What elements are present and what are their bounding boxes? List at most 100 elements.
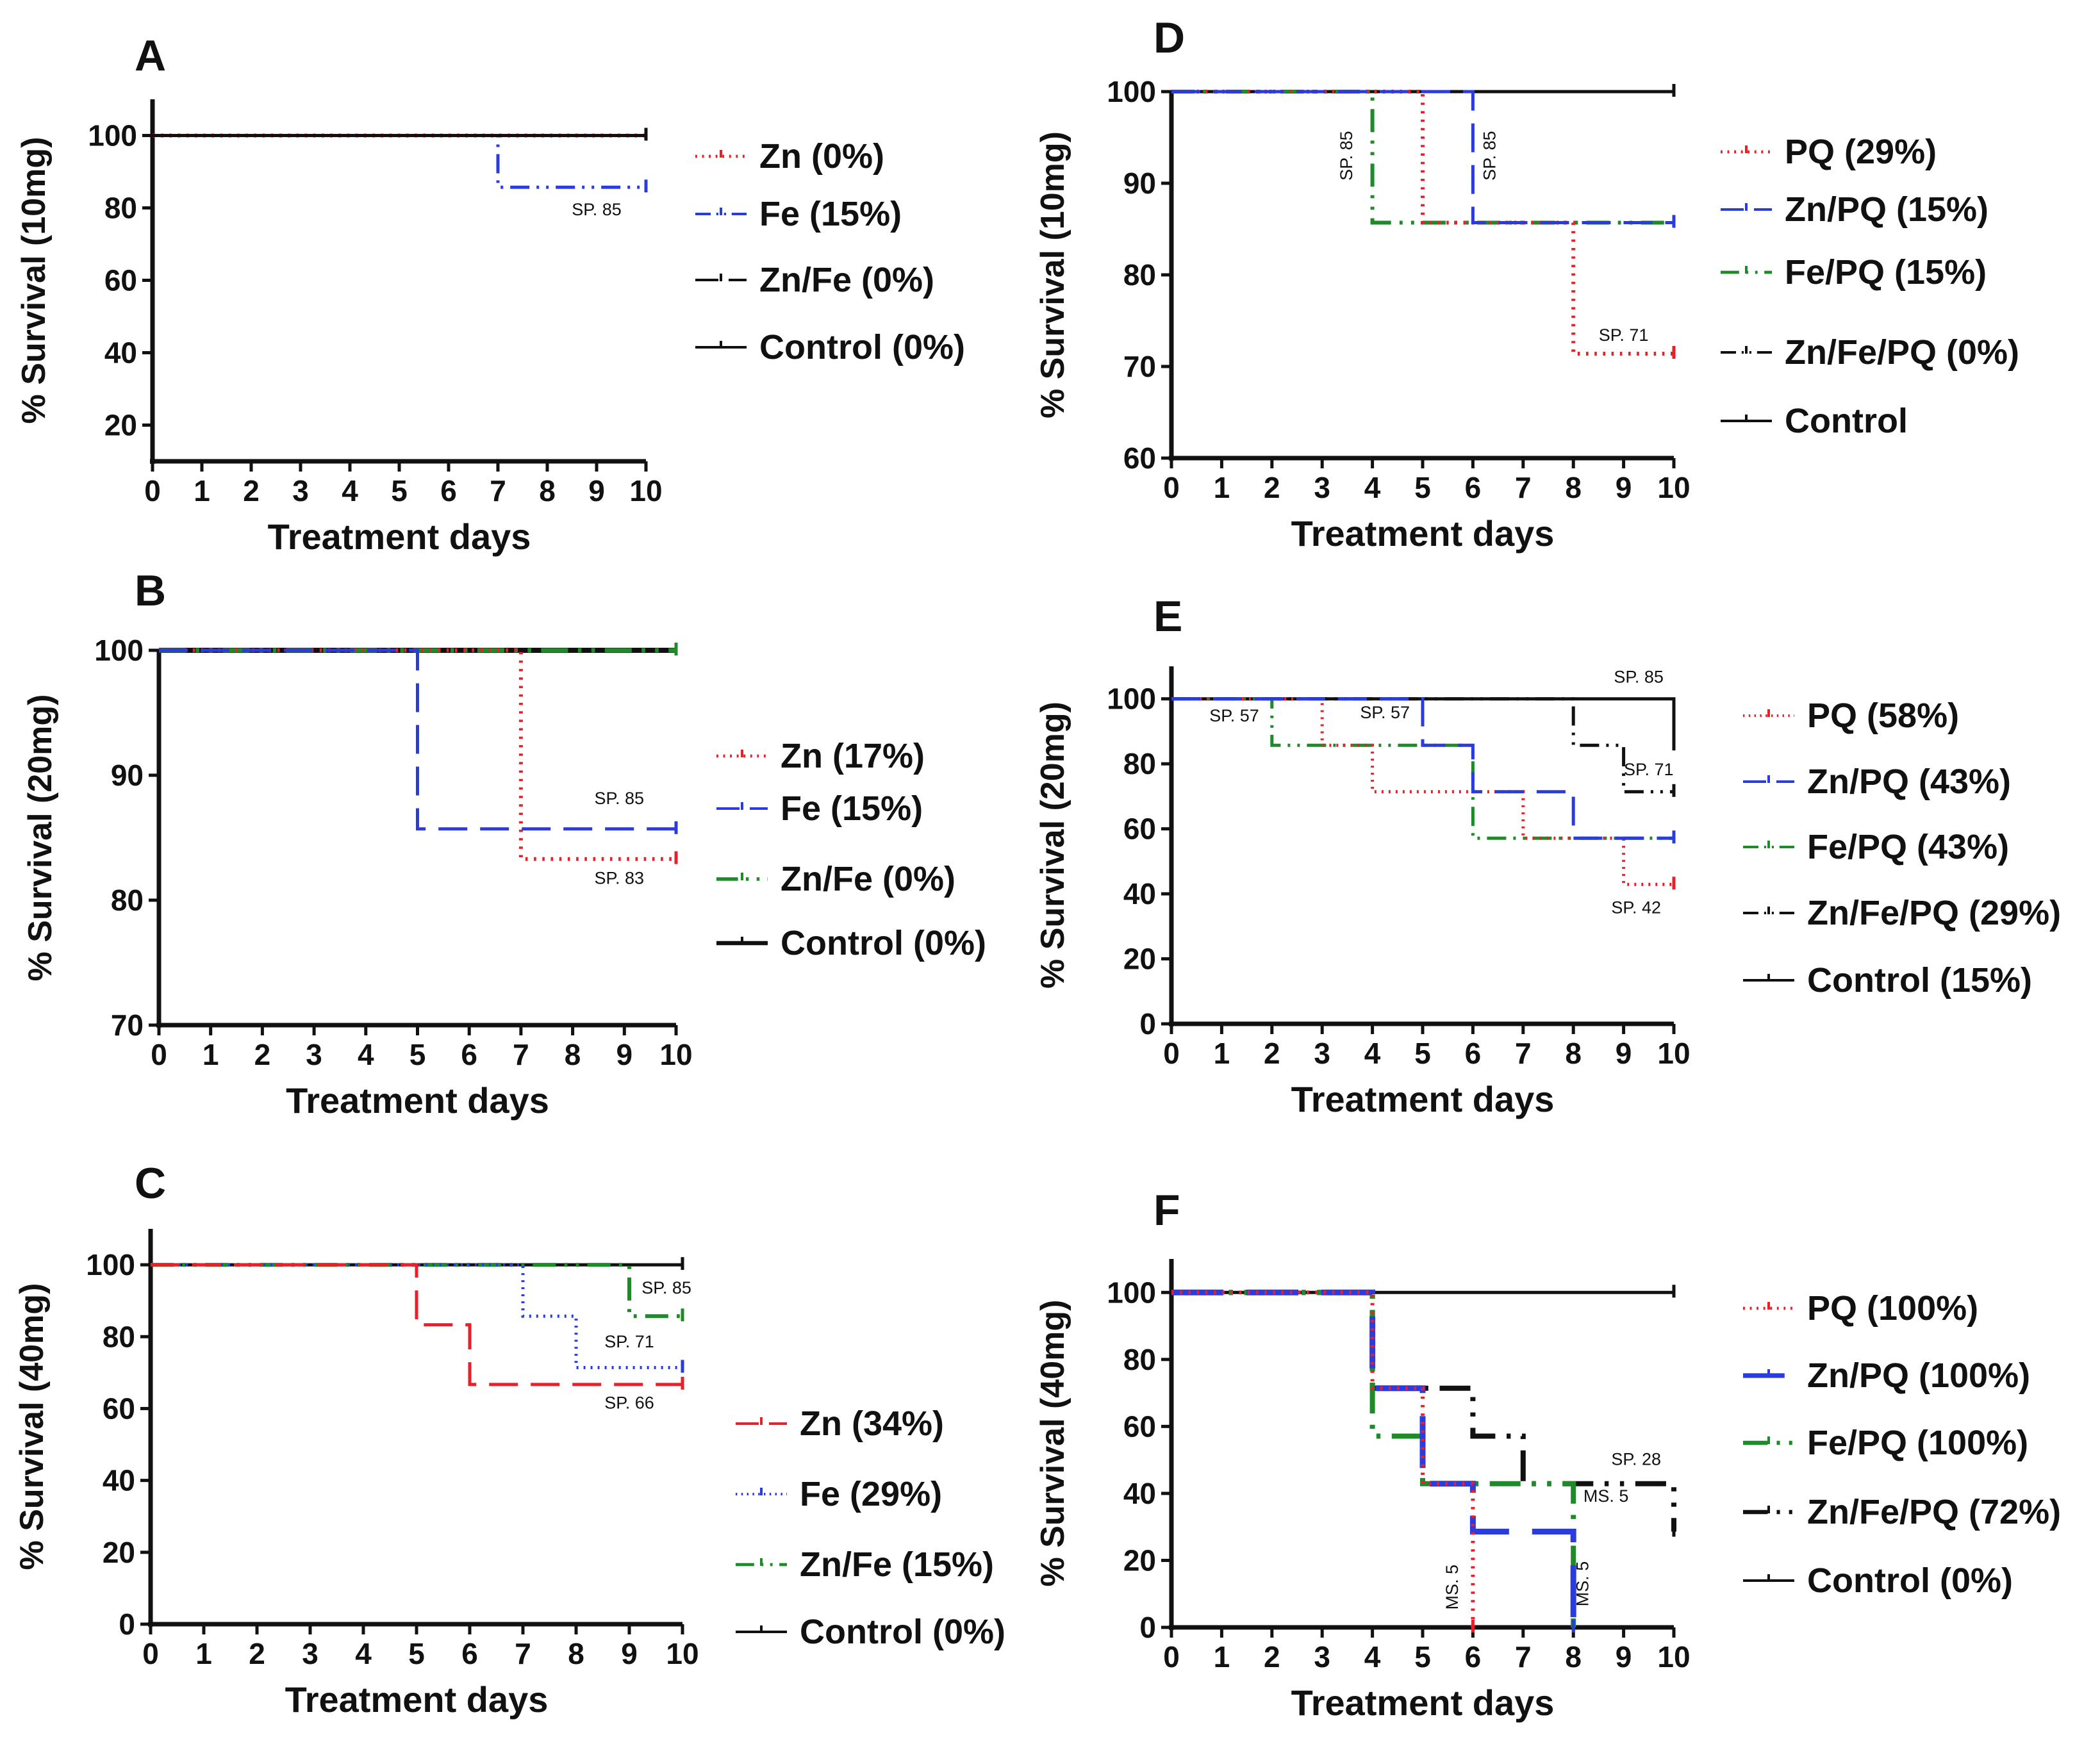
legend-entry: Zn/Fe (0%) (781, 860, 955, 898)
y-tick-label: 40 (1123, 877, 1156, 910)
x-axis-label: Treatment days (1291, 1682, 1555, 1723)
x-tick-label: 0 (144, 474, 161, 507)
series-line (159, 648, 676, 831)
legend-entry: Zn/PQ (43%) (1807, 762, 2011, 801)
y-tick-label: 70 (111, 1008, 144, 1042)
x-tick-label: 7 (1515, 1037, 1532, 1070)
x-tick-label: 7 (513, 1038, 529, 1071)
series-line (1171, 697, 1674, 840)
y-tick-label: 80 (104, 192, 137, 225)
legend-entry: Fe/PQ (100%) (1807, 1424, 2028, 1462)
panel-label-f: F (1153, 1186, 1180, 1235)
panel-b: B 0 1 2 3 4 5 6 7 8 9 10 70 80 90 100 Treatment days % S… (22, 566, 986, 1121)
x-tick-label: 0 (1163, 1037, 1180, 1070)
y-tick-label: 60 (104, 264, 137, 297)
x-tick-label: 3 (302, 1637, 318, 1670)
x-tick-label: 9 (588, 474, 605, 507)
x-tick-label: 8 (568, 1637, 584, 1670)
y-tick-label: 40 (1123, 1477, 1156, 1510)
y-tick-label: 0 (1139, 1611, 1156, 1644)
y-tick-label: 100 (94, 634, 144, 667)
panel-d: D 0 1 2 3 4 5 6 7 8 9 10 60 70 80 90 100 Treatment days%… (1034, 13, 2019, 554)
series-line (1171, 1289, 1576, 1627)
x-tick-label: 5 (1414, 1640, 1431, 1674)
annotation-label: SP. 85 (1480, 131, 1500, 181)
annotation-label: SP. 85 (641, 1278, 691, 1297)
legend-entry: Fe (15%) (781, 789, 923, 828)
annotation-label: SP. 83 (594, 869, 644, 888)
legend-entry: Zn/Fe (0%) (759, 261, 934, 299)
x-tick-label: 8 (565, 1038, 581, 1071)
x-tick-label: 2 (1264, 1037, 1280, 1070)
annotation-label: SP. 57 (1360, 703, 1410, 722)
x-tick-label: 8 (1565, 1037, 1582, 1070)
y-tick-label: 80 (111, 884, 144, 917)
x-tick-label: 1 (1214, 1640, 1230, 1674)
x-tick-label: 9 (1616, 1640, 1632, 1674)
legend-entry: Zn/Fe/PQ (0%) (1785, 333, 2019, 372)
x-tick-label: 6 (1465, 1037, 1482, 1070)
legend-entry: Zn (17%) (781, 737, 925, 775)
x-tick-label: 8 (1565, 471, 1582, 504)
y-tick-label: 100 (1107, 1276, 1156, 1309)
y-axis-label: % Survival (20mg) (22, 695, 59, 982)
panel-label-a: A (135, 31, 166, 80)
annotation-label: MS. 5 (1583, 1486, 1629, 1506)
x-tick-label: 7 (1515, 1640, 1532, 1674)
y-tick-label: 80 (1123, 747, 1156, 780)
y-axis-label: % Survival (10mg) (1034, 131, 1071, 418)
x-tick-label: 7 (515, 1637, 531, 1670)
legend-entry: Fe/PQ (43%) (1807, 828, 2009, 866)
x-tick-label: 2 (1264, 1640, 1280, 1674)
y-tick-label: 40 (104, 336, 137, 370)
x-tick-label: 6 (440, 474, 457, 507)
y-tick-label: 20 (103, 1536, 135, 1569)
series-line (1171, 90, 1674, 224)
y-axis-label: % Survival (40mg) (13, 1283, 51, 1570)
y-tick-label: 100 (1107, 682, 1156, 716)
series-line (1171, 1290, 1475, 1627)
annotation-label: SP. 71 (604, 1332, 654, 1351)
legend-entry: Zn (0%) (759, 137, 884, 176)
legend-entry: Zn/PQ (100%) (1807, 1356, 2030, 1395)
x-tick-label: 4 (355, 1637, 372, 1670)
x-tick-label: 6 (1465, 471, 1482, 504)
x-tick-label: 5 (1414, 1037, 1431, 1070)
x-tick-label: 7 (490, 474, 506, 507)
panel-label-e: E (1153, 592, 1182, 641)
x-tick-label: 1 (1214, 1037, 1230, 1070)
x-tick-label: 9 (616, 1038, 633, 1071)
annotation-label: SP. 85 (1614, 667, 1664, 686)
x-tick-label: 3 (306, 1038, 322, 1071)
annotation-label: SP. 85 (594, 789, 644, 808)
y-tick-label: 80 (103, 1320, 135, 1353)
x-tick-label: 2 (249, 1637, 265, 1670)
series-line (151, 1263, 682, 1386)
x-axis-label: Treatment days (268, 516, 531, 557)
x-tick-label: 8 (1565, 1640, 1582, 1674)
legend-entry: Control (1785, 402, 1908, 440)
legend-entry: Zn/Fe/PQ (72%) (1807, 1493, 2061, 1531)
y-tick-label: 100 (1107, 75, 1156, 108)
legend-entry: PQ (58%) (1807, 696, 1959, 735)
x-tick-label: 10 (1657, 471, 1690, 504)
x-tick-label: 10 (1657, 1037, 1690, 1070)
x-tick-label: 9 (621, 1637, 638, 1670)
legend-entry: Control (0%) (759, 328, 965, 366)
y-tick-label: 0 (1139, 1007, 1156, 1040)
legend-entry: Zn/PQ (15%) (1785, 190, 1988, 229)
x-tick-label: 1 (203, 1038, 219, 1071)
x-axis-label: Treatment days (1291, 1079, 1555, 1119)
y-tick-label: 80 (1123, 258, 1156, 292)
legend-entry: Control (0%) (1807, 1561, 2013, 1600)
x-tick-label: 3 (1314, 471, 1330, 504)
annotation-label: SP. 66 (604, 1393, 654, 1412)
x-tick-label: 9 (1616, 1037, 1632, 1070)
legend-entry: Zn/Fe/PQ (29%) (1807, 894, 2061, 932)
y-tick-label: 20 (1123, 942, 1156, 976)
